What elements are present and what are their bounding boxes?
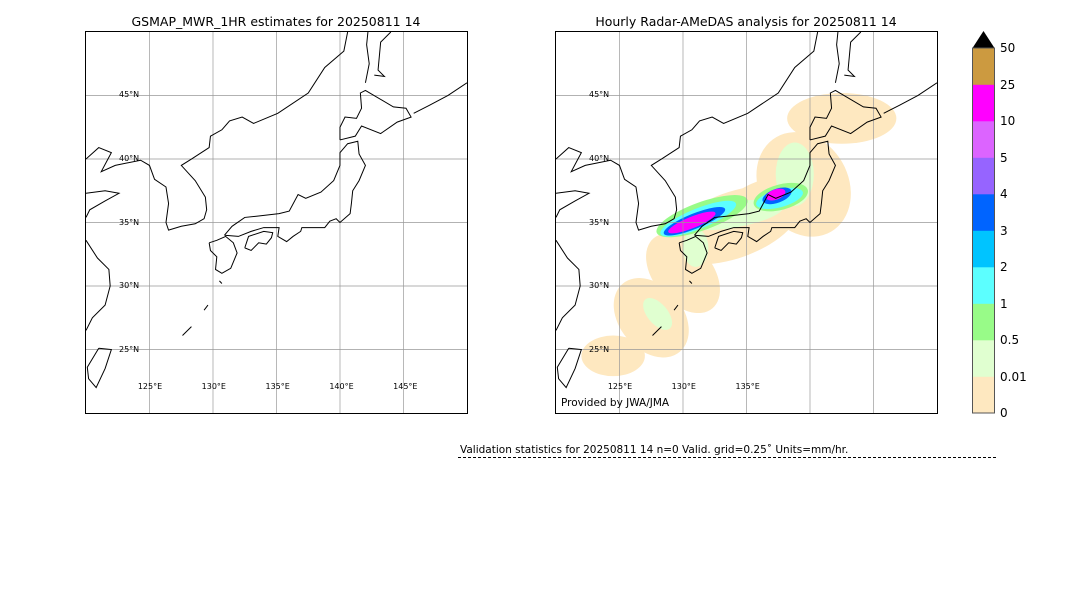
colorbar-tick-label: 0 [1000, 406, 1008, 420]
right-map-title: Hourly Radar-AMeDAS analysis for 2025081… [595, 14, 897, 29]
colorbar-segment [972, 48, 995, 85]
latitude-label: 30°N [589, 281, 610, 291]
colorbar: 0 0.01 0.5 1 2 3 4 5 10 25 50 [972, 31, 1032, 420]
coastline [556, 32, 819, 231]
colorbar-tick-label: 2 [1000, 260, 1008, 274]
colorbar-extend-triangle [972, 31, 995, 48]
coastline [652, 326, 662, 336]
latitude-label: 35°N [119, 217, 140, 227]
coastline [673, 304, 679, 311]
colorbar-tick-label: 1 [1000, 296, 1008, 311]
colorbar-segment [972, 157, 995, 195]
coastline [678, 235, 708, 274]
coastline [86, 32, 349, 231]
coastline [208, 235, 238, 274]
coastline [86, 190, 121, 218]
colorbar-tick-label: 0.5 [1000, 333, 1020, 347]
latitude-label: 45°N [119, 89, 140, 99]
coastline [413, 82, 467, 114]
colorbar-segment [972, 376, 995, 414]
coastline [844, 32, 862, 78]
colorbar-tick-label: 10 [1000, 114, 1016, 128]
colorbar-tick-label: 5 [1000, 150, 1008, 165]
colorbar-tick-label: 50 [1000, 41, 1016, 55]
colorbar-bar [972, 31, 995, 414]
colorbar-segment [972, 121, 995, 158]
latitude-label: 40°N [119, 153, 140, 163]
colorbar-tick-label: 4 [1000, 187, 1008, 201]
coastline [809, 89, 882, 141]
precipitation-area [683, 228, 709, 267]
coastline [219, 280, 223, 284]
coastline [689, 280, 693, 284]
coastline [86, 347, 113, 389]
colorbar-segment [972, 340, 995, 377]
colorbar-tick-label: 0.01 [1000, 369, 1027, 384]
left-map-title: GSMAP_MWR_1HR estimates for 20250811 14 [131, 14, 421, 29]
latitude-label: 35°N [589, 217, 610, 227]
precipitation-area [787, 92, 897, 144]
colorbar-tick-label: 3 [1000, 223, 1008, 238]
coastline [374, 32, 392, 78]
longitude-label: 140°E [329, 382, 354, 391]
precipitation-area [581, 335, 645, 377]
latitude-label: 40°N [589, 153, 610, 163]
coastline [364, 32, 370, 83]
dashed-divider [458, 457, 996, 458]
longitude-label: 135°E [735, 382, 760, 391]
latitude-label: 30°N [119, 281, 140, 291]
coastline [714, 230, 744, 252]
coastline [556, 240, 581, 331]
coastline [556, 347, 583, 389]
latitude-label: 45°N [589, 89, 610, 99]
coastline [556, 190, 591, 218]
coastline [694, 140, 836, 243]
longitude-label: 125°E [137, 382, 163, 391]
longitude-label: 145°E [393, 382, 418, 391]
map-canvas [86, 32, 467, 413]
longitude-label: 135°E [265, 382, 290, 391]
colorbar-segment [972, 230, 995, 268]
colorbar-segment [972, 267, 995, 304]
coastline [224, 140, 366, 243]
longitude-label: 125°E [607, 382, 633, 391]
map-canvas [556, 32, 937, 413]
colorbar-segment [972, 84, 995, 122]
validation-statistics: Validation statistics for 20250811 14 n=… [460, 444, 849, 456]
credit-text: Provided by JWA/JMA [561, 397, 670, 409]
coastline [883, 82, 937, 114]
longitude-label: 130°E [201, 382, 226, 391]
latitude-label: 25°N [119, 345, 140, 355]
coastline [86, 240, 111, 331]
colorbar-segment [972, 303, 995, 341]
colorbar-segment [972, 194, 995, 231]
gsmap-map: 45°N 40°N 35°N 30°N 25°N 125°E 130°E 135°E 140°E… [85, 31, 468, 414]
coastline [339, 89, 412, 141]
precipitation-area [766, 188, 786, 201]
coastline [182, 326, 192, 336]
longitude-label: 130°E [671, 382, 696, 391]
coastline [834, 32, 840, 83]
coastline [244, 230, 274, 252]
radar-amedas-map: Provided by JWA/JMA 45°N 40°N 35°N 30°N 25°N… [555, 31, 938, 414]
coastline [203, 304, 209, 311]
latitude-label: 25°N [589, 345, 610, 355]
colorbar-tick-label: 25 [1000, 77, 1016, 92]
precipitation-area [643, 297, 673, 330]
